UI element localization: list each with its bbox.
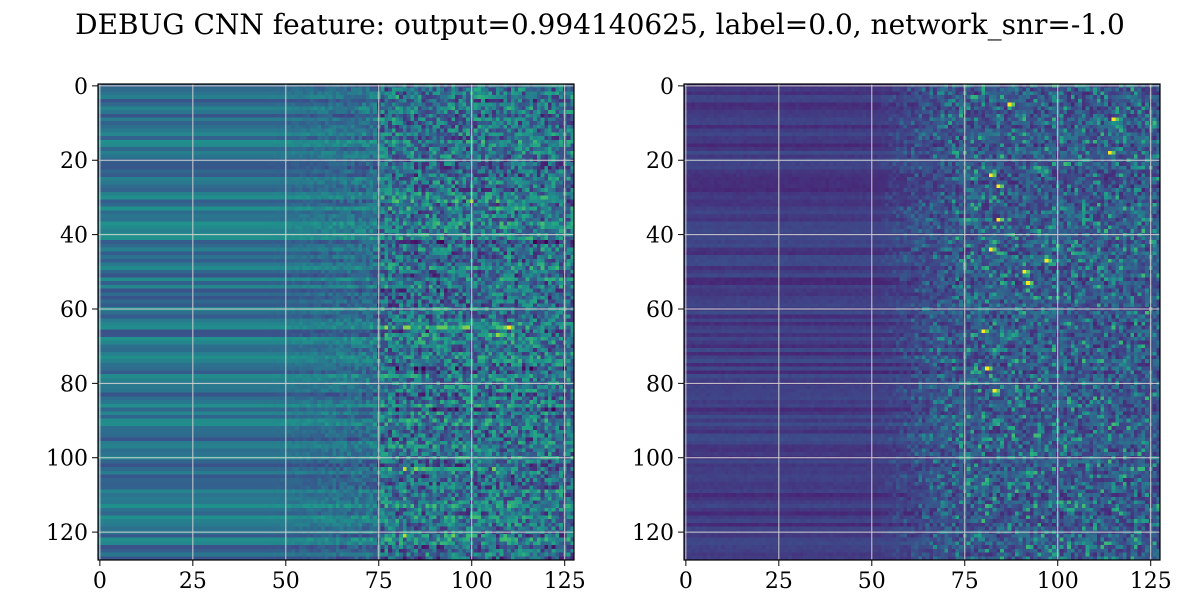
left-y-tick-label-100: 100 [46, 447, 88, 472]
right-grid [684, 84, 1160, 560]
right-axes-frame [683, 83, 1161, 561]
left-axes-frame [97, 83, 575, 561]
left-x-tick-label-25: 25 [179, 569, 207, 594]
left-grid [98, 84, 574, 560]
right-x-tick-label-75: 75 [951, 569, 979, 594]
left-y-tick-label-40: 40 [60, 224, 88, 249]
right-y-tick-label-40: 40 [646, 224, 674, 249]
right-y-tick-label-20: 20 [646, 149, 674, 174]
right-y-ticks: 0 20 40 60 80 100 120 [632, 75, 684, 546]
left-heatmap-panel: 0 25 50 75 100 125 0 20 40 60 80 100 120 [46, 75, 586, 594]
left-x-tick-label-0: 0 [93, 569, 107, 594]
right-x-ticks: 0 25 50 75 100 125 [679, 560, 1172, 594]
left-x-tick-label-50: 50 [272, 569, 300, 594]
left-x-tick-label-75: 75 [365, 569, 393, 594]
right-heatmap-panel: 0 25 50 75 100 125 0 20 40 60 80 100 120 [632, 75, 1172, 594]
left-y-tick-label-0: 0 [74, 75, 88, 100]
right-y-tick-label-120: 120 [632, 521, 674, 546]
left-x-tick-label-100: 100 [451, 569, 493, 594]
left-y-tick-label-80: 80 [60, 372, 88, 397]
right-y-tick-label-80: 80 [646, 372, 674, 397]
right-y-tick-label-60: 60 [646, 298, 674, 323]
right-x-tick-label-25: 25 [765, 569, 793, 594]
right-heatmap-image [684, 84, 1160, 560]
right-x-tick-label-125: 125 [1130, 569, 1172, 594]
left-heatmap-image [98, 84, 574, 560]
right-x-tick-label-100: 100 [1037, 569, 1079, 594]
right-x-tick-label-0: 0 [679, 569, 693, 594]
left-y-tick-label-60: 60 [60, 298, 88, 323]
left-y-tick-label-120: 120 [46, 521, 88, 546]
figure-title: DEBUG CNN feature: output=0.994140625, l… [75, 8, 1125, 41]
left-y-ticks: 0 20 40 60 80 100 120 [46, 75, 98, 546]
right-x-tick-label-50: 50 [858, 569, 886, 594]
left-x-ticks: 0 25 50 75 100 125 [93, 560, 586, 594]
right-y-tick-label-0: 0 [660, 75, 674, 100]
right-y-tick-label-100: 100 [632, 447, 674, 472]
left-y-tick-label-20: 20 [60, 149, 88, 174]
left-x-tick-label-125: 125 [544, 569, 586, 594]
